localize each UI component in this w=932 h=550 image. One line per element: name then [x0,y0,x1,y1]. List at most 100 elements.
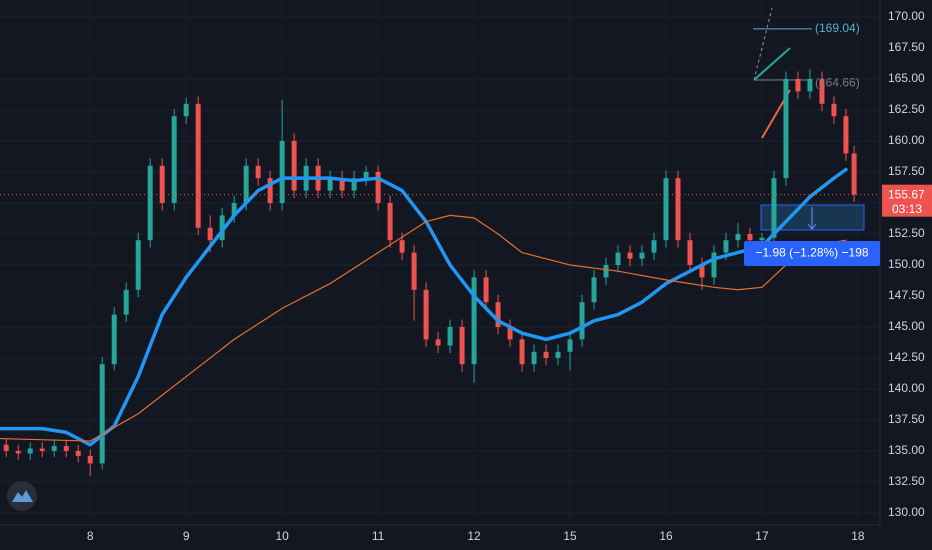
candle-body [255,165,261,179]
countdown-label: 03:13 [892,202,922,216]
candle-body [351,178,357,191]
moving-average [0,214,847,442]
time-axis [0,525,880,550]
candle-body [471,277,477,365]
candle-body [579,302,585,340]
candle-body [327,178,333,191]
candle-body [615,252,621,265]
candle-body [399,240,405,253]
price-axis [880,0,932,550]
candle-body [591,277,597,303]
candle-body [747,233,753,241]
last-price-box [882,184,932,217]
x-tick-label: 12 [467,529,481,543]
candle-body [651,240,657,253]
candle-body [231,202,237,216]
candle-body [675,178,681,241]
annotation-label: (169.04) [815,21,860,35]
candle-body [519,339,525,365]
y-tick-label: 140.00 [888,381,925,395]
y-tick-label: 132.50 [888,474,925,488]
candle-body [819,78,825,104]
candle-body [111,314,117,365]
candle-body [87,455,93,464]
candle-body [831,103,837,117]
candle-body [687,240,693,265]
candle-body [99,364,105,464]
candle-body [627,252,633,259]
candle-body [291,140,297,191]
x-tick-label: 11 [372,529,385,543]
x-tick-label: 15 [563,529,577,543]
candle-body [3,444,9,451]
candle-body [279,140,285,203]
y-tick-label: 142.50 [888,350,925,364]
candle-body [147,165,153,241]
candle-body [15,450,21,454]
y-tick-label: 147.50 [888,288,925,302]
logo-mark [12,490,33,502]
y-tick-label: 150.00 [888,257,925,271]
y-tick-label: 162.50 [888,102,925,116]
candle-body [783,78,789,179]
y-tick-label: 130.00 [888,505,925,519]
measure-arrow-head [807,223,817,230]
candle-body [459,326,465,365]
candle-body [843,116,849,154]
candle-body [699,264,705,278]
candle-body [795,78,801,92]
candle-body [183,103,189,117]
candle-body [723,240,729,253]
candle-body [759,237,765,241]
candle-body [51,446,57,451]
candle-body [387,202,393,241]
candle-body [711,252,717,278]
candle-body [807,78,813,92]
candle-body [159,165,165,203]
last-price-label: 155.67 [888,187,925,201]
measure-label: −1.98 (−1.28%) −198 [755,246,868,260]
candle-body [207,227,213,241]
candle-body [483,277,489,303]
candle-body [75,450,81,456]
y-tick-label: 137.50 [888,412,925,426]
y-tick-label: 135.00 [888,443,925,457]
x-tick-label: 9 [183,529,190,543]
candle-body [267,178,273,203]
y-tick-label: 160.00 [888,133,925,147]
candle-body [363,171,369,179]
candle-body [123,289,129,315]
dashed-trend [753,7,773,81]
x-tick-label: 10 [275,529,289,543]
measure-label-box [744,241,880,266]
candle-body [339,178,345,191]
x-tick-label: 18 [851,529,865,543]
candle-body [171,116,177,203]
candle-body [243,165,249,203]
candle-body [555,351,561,358]
candle-body [507,326,513,340]
candle-body [27,448,33,454]
annotation-label: (164.66) [815,75,860,89]
candle-body [447,326,453,346]
candle-body [851,153,857,195]
candle-body [531,351,537,365]
y-tick-label: 157.50 [888,164,925,178]
y-tick-label: 145.00 [888,319,925,333]
y-tick-label: 152.50 [888,226,925,240]
candle-body [663,178,669,241]
candle-body [135,240,141,290]
green-drawing[interactable] [753,47,791,81]
logo[interactable] [7,481,37,511]
y-tick-label: 165.00 [888,71,925,85]
candle-body [423,289,429,340]
y-tick-label: 170.00 [888,9,925,23]
moving-average [0,167,848,447]
x-tick-label: 16 [659,529,673,543]
plot: (169.04) (164.66) [0,21,880,476]
candle-body [603,264,609,278]
candle-body [411,252,417,290]
candle-body [195,103,201,228]
